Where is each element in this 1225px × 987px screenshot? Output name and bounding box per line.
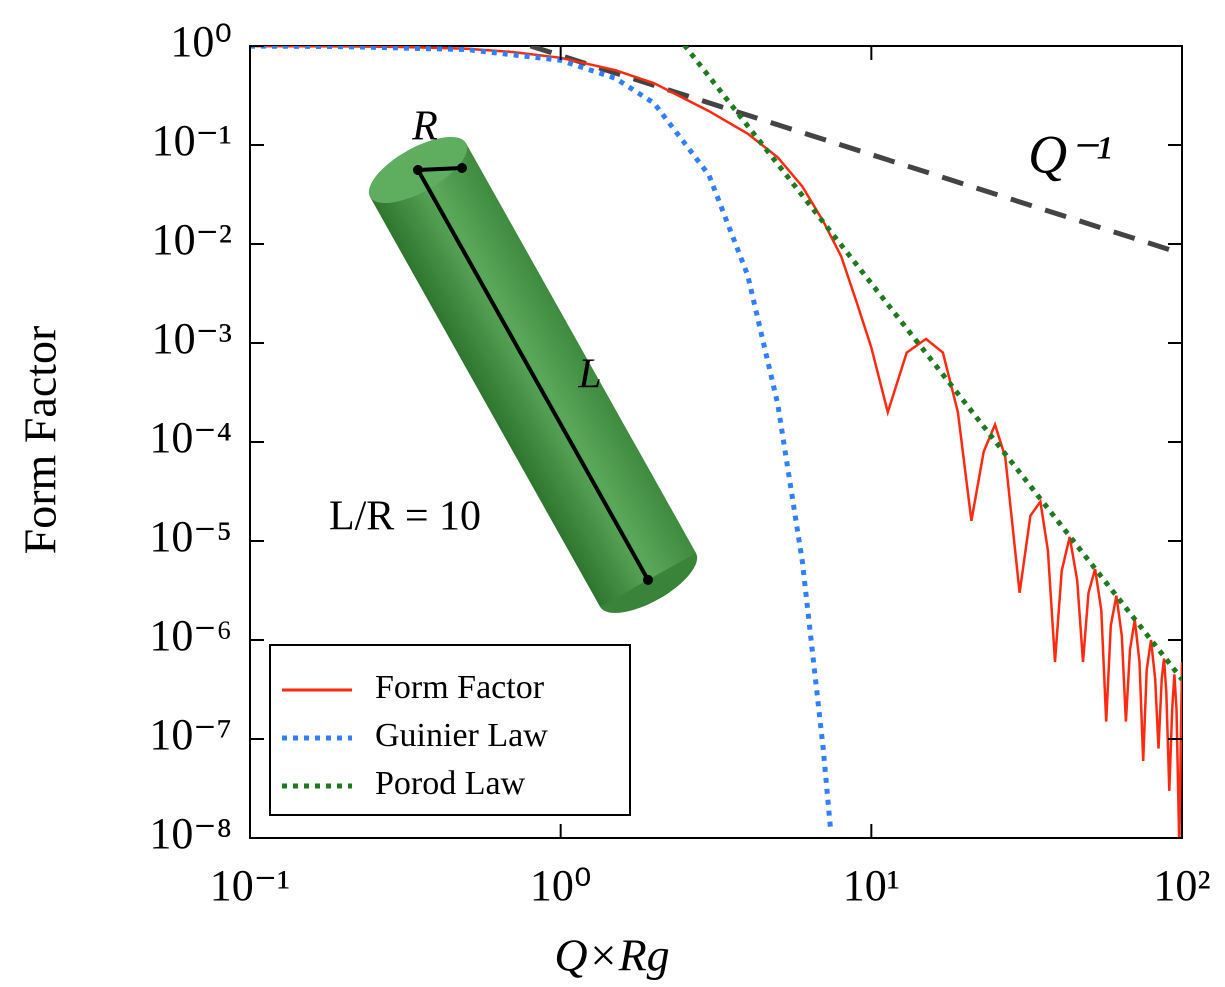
ratio-label: L/R = 10 [329,494,481,540]
y-tick-label: 10⁻² [152,215,232,264]
legend-label: Porod Law [375,765,526,802]
y-tick-label: 10⁻¹ [152,116,232,165]
y-tick-label: 10⁻³ [152,314,232,363]
y-tick-label: 10⁻⁵ [149,512,232,561]
reference-label: Q⁻¹ [1028,124,1112,184]
series-line [682,46,1182,681]
length-label: L [577,352,601,398]
x-tick-label: 10² [1153,861,1210,910]
x-tick-label: 10⁰ [530,861,592,910]
legend-label: Guinier Law [375,717,548,754]
y-tick-label: 10⁻⁴ [149,413,232,462]
reference-line [529,46,1182,256]
plot-area [250,46,1182,838]
y-tick-label: 10⁻⁷ [149,710,232,759]
x-tick-label: 10⁻¹ [210,861,290,910]
series-line [250,46,834,832]
x-axis-label: Q×Rg [554,930,669,981]
radius-marker [417,163,467,173]
y-axis-label: Form Factor [15,326,66,555]
y-tick-label: 10⁻⁶ [149,611,232,660]
x-tick-label: 10¹ [843,861,900,910]
y-tick-label: 10⁰ [170,17,232,66]
radius-label: R [411,104,438,150]
y-tick-label: 10⁻⁸ [149,809,232,858]
legend-label: Form Factor [375,669,545,706]
